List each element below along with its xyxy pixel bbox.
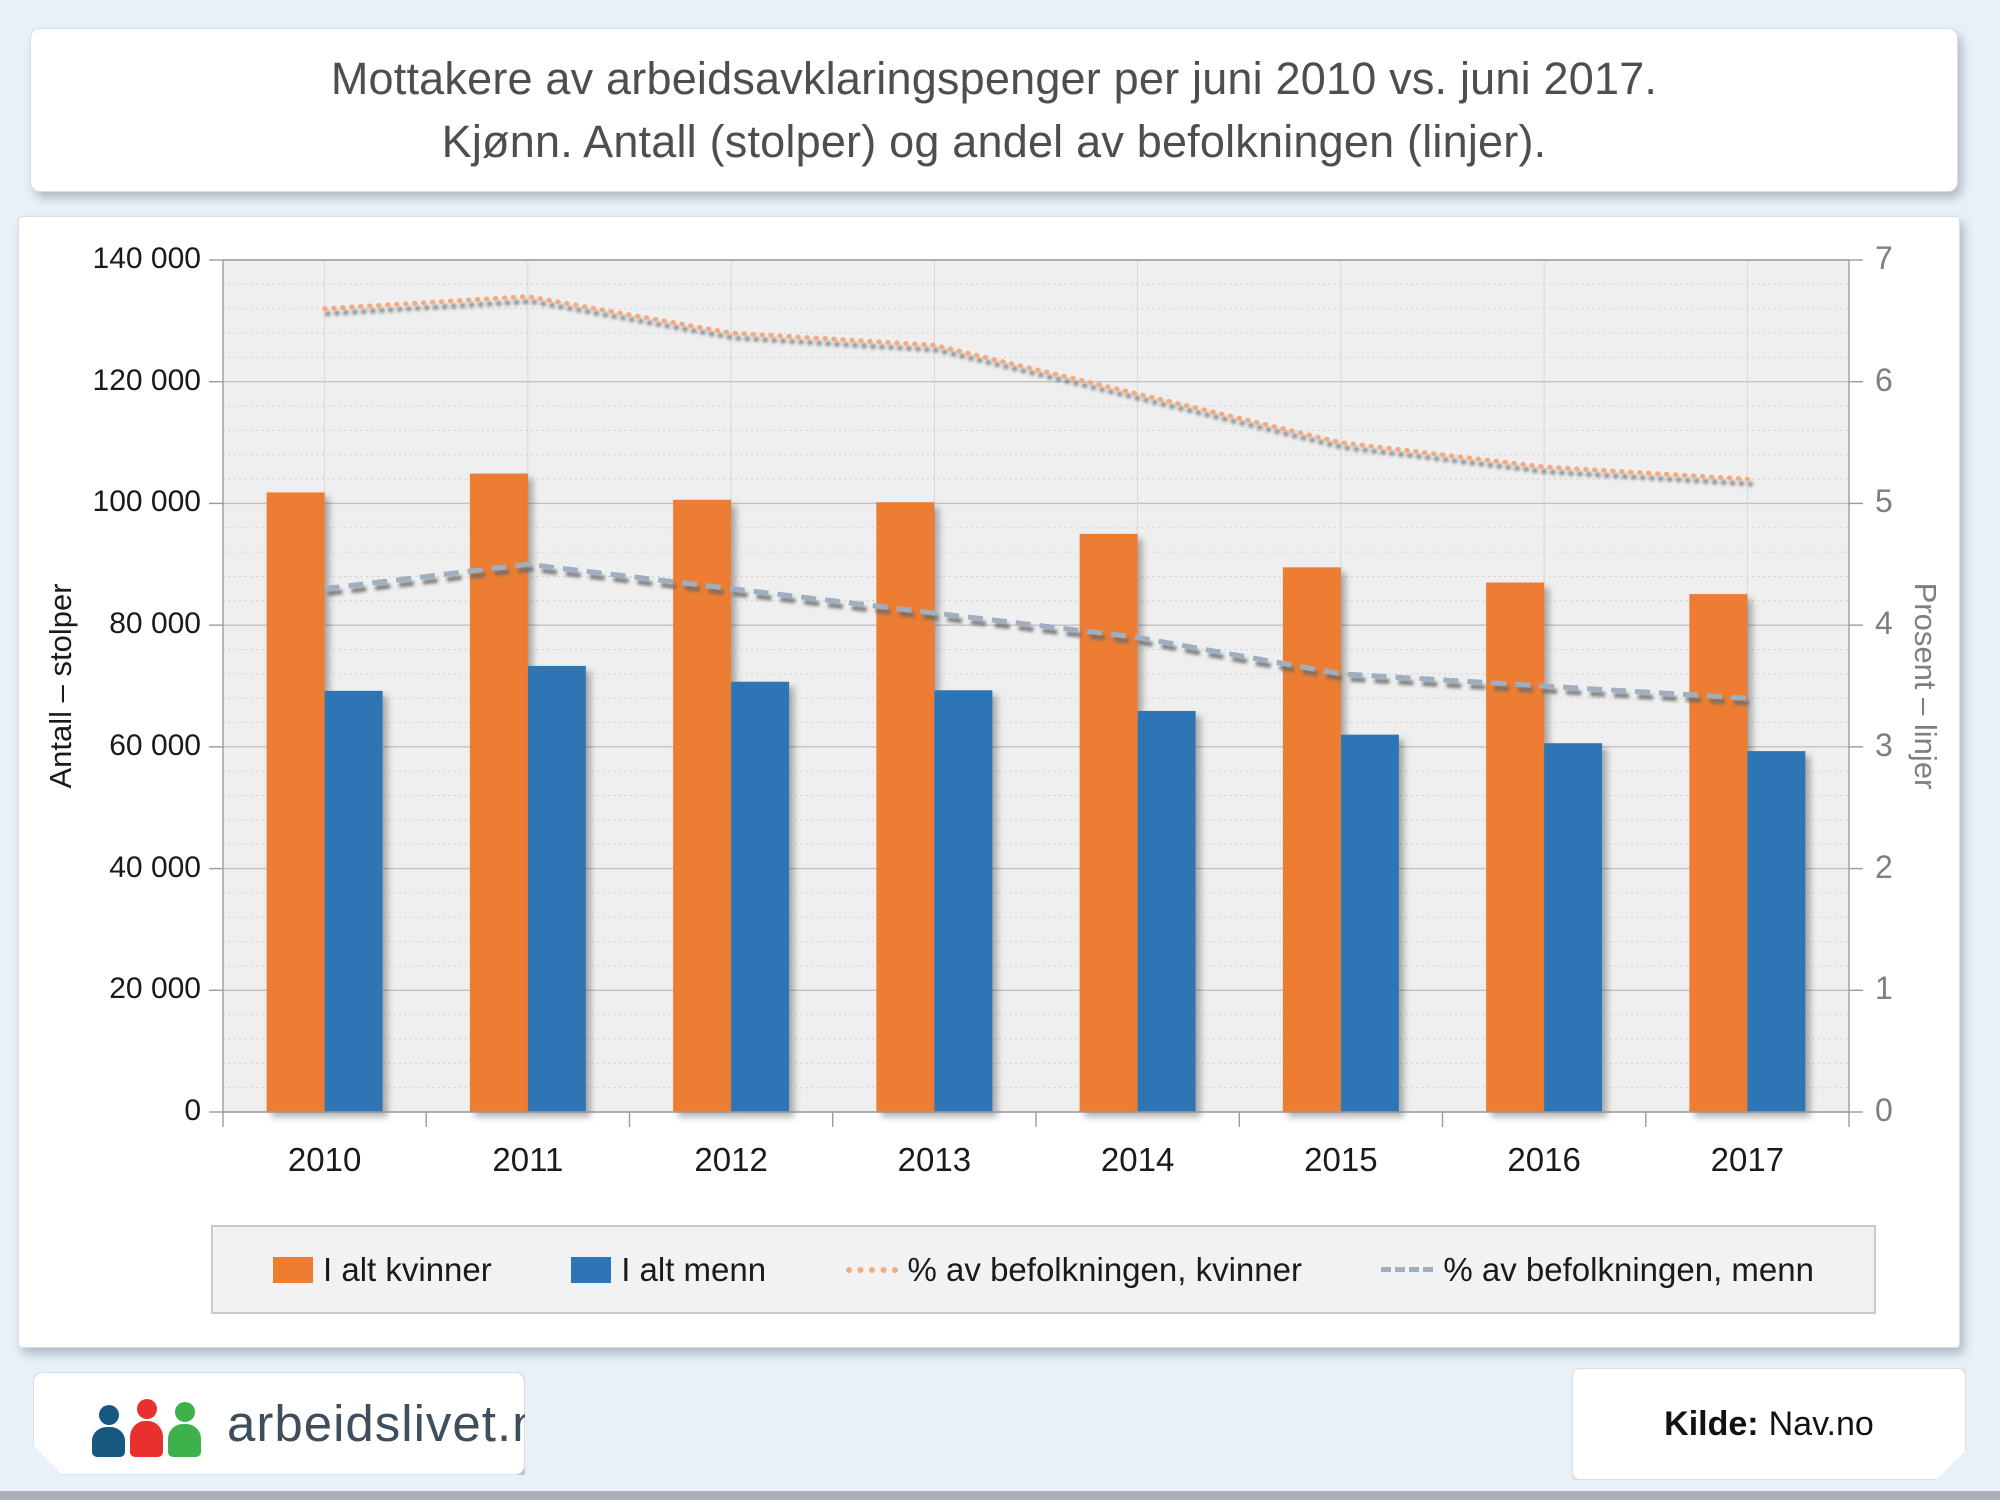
chart-card: Antall – stolper Prosent – linjer 0 20 00… — [18, 216, 1960, 1348]
source-card: Kilde: Nav.no — [1572, 1368, 1966, 1480]
legend-label: % av befolkningen, menn — [1443, 1250, 1814, 1288]
left-axis-label-140000: 140 000 — [92, 242, 201, 275]
line-kvinner-prosent — [322, 293, 1750, 482]
right-axis-label-3: 3 — [1875, 726, 1893, 763]
legend-label: I alt kvinner — [323, 1250, 492, 1288]
chart-legend: I alt kvinner I alt menn % av befolkningen… — [211, 1225, 1876, 1314]
person-icon — [168, 1402, 201, 1457]
bar-menn-2014 — [1137, 710, 1196, 1112]
bar-menn-2013 — [934, 690, 993, 1112]
legend-line-icon — [1381, 1267, 1434, 1272]
left-axis-label-40000: 40 000 — [109, 850, 201, 884]
bar-menn-2010 — [324, 690, 383, 1112]
x-axis-label-2017: 2017 — [1710, 1141, 1785, 1178]
bar-menn-2011 — [527, 665, 586, 1112]
bar-menn-2017 — [1747, 751, 1806, 1112]
x-axis-label-2011: 2011 — [492, 1141, 564, 1178]
bar-kvinner-2014 — [1079, 533, 1138, 1112]
chart-title-line-1: Mottakere av arbeidsavklaringspenger per… — [330, 53, 1658, 104]
x-axis-label-2016: 2016 — [1507, 1141, 1581, 1178]
left-axis-label-60000: 60 000 — [109, 728, 201, 762]
people-logo-icon — [92, 1391, 201, 1457]
x-axis-label-2014: 2014 — [1100, 1141, 1175, 1178]
legend-label: I alt menn — [621, 1250, 767, 1288]
bar-kvinner-2016 — [1486, 582, 1545, 1112]
logo-card: arbeidslivet.no — [33, 1372, 525, 1475]
legend-label: % av befolkningen, kvinner — [907, 1250, 1302, 1288]
source-value: Nav.no — [1768, 1404, 1874, 1443]
bar-kvinner-2013 — [876, 502, 935, 1112]
left-axis-title: Antall – stolper — [43, 583, 78, 789]
left-axis-label-20000: 20 000 — [109, 972, 201, 1006]
bar-kvinner-2012 — [673, 499, 732, 1113]
legend-item: % av befolkningen, kvinner — [845, 1250, 1302, 1289]
right-axis-label-7: 7 — [1875, 240, 1893, 276]
left-axis-label-80000: 80 000 — [109, 607, 201, 641]
right-axis-label-0: 0 — [1875, 1092, 1893, 1128]
bar-menn-2012 — [731, 681, 790, 1112]
left-axis-label-100000: 100 000 — [92, 485, 201, 519]
bar-kvinner-2011 — [469, 473, 528, 1112]
right-axis-label-5: 5 — [1875, 483, 1893, 520]
bar-menn-2015 — [1340, 734, 1399, 1112]
legend-item: % av befolkningen, menn — [1381, 1251, 1814, 1289]
right-axis-label-2: 2 — [1875, 848, 1893, 885]
logo-text: arbeidslivet.no — [227, 1395, 571, 1452]
x-axis-label-2015: 2015 — [1304, 1141, 1378, 1178]
right-axis-title: Prosent – linjer — [1908, 582, 1943, 790]
x-axis-label-2010: 2010 — [287, 1141, 362, 1178]
right-axis-label-4: 4 — [1875, 605, 1893, 642]
x-axis-label-2012: 2012 — [694, 1141, 768, 1178]
chart-title-line-2: Kjønn. Antall (stolper) og andel av befo… — [441, 116, 1547, 167]
x-axis-label-2013: 2013 — [897, 1141, 972, 1178]
bar-menn-2016 — [1544, 743, 1603, 1112]
person-icon — [92, 1405, 125, 1457]
plot-area — [223, 260, 1849, 1112]
bottom-edge-strip — [0, 1491, 2000, 1500]
legend-swatch-icon — [273, 1256, 313, 1283]
left-axis-label-0: 0 — [184, 1094, 201, 1127]
bar-kvinner-2017 — [1689, 594, 1748, 1112]
left-axis-label-120000: 120 000 — [92, 363, 201, 397]
right-axis-label-6: 6 — [1875, 361, 1893, 398]
legend-swatch-icon — [571, 1256, 612, 1283]
title-card: Mottakere av arbeidsavklaringspenger per… — [30, 28, 1958, 192]
bar-kvinner-2010 — [266, 492, 325, 1113]
right-axis-label-1: 1 — [1875, 970, 1893, 1007]
bar-kvinner-2015 — [1282, 567, 1341, 1112]
legend-line-icon — [845, 1266, 898, 1273]
person-icon — [130, 1399, 163, 1457]
source-label: Kilde: — [1664, 1404, 1759, 1443]
combo-chart — [209, 259, 1863, 1127]
legend-item: I alt menn — [571, 1251, 766, 1289]
legend-item: I alt kvinner — [273, 1251, 492, 1289]
